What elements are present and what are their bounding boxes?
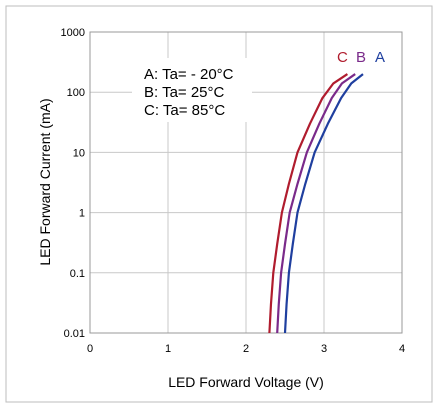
annotation-line-a: A: Ta= - 20°C [144, 66, 234, 83]
legend-label-a: A [375, 49, 385, 66]
x-tick-label: 2 [243, 343, 249, 355]
y-tick-label: 1 [79, 208, 85, 220]
legend-label-c: C [337, 49, 348, 66]
x-tick-label: 3 [321, 343, 327, 355]
y-tick-label: 100 [67, 87, 85, 99]
series-line-b [276, 73, 356, 334]
series-group [268, 73, 364, 334]
y-tick-label: 1000 [61, 27, 85, 39]
series-line-a [283, 73, 364, 334]
y-axis-ticks: 0.01 0.1 1 10 100 1000 [61, 27, 85, 340]
chart-frame [5, 5, 433, 403]
x-tick-label: 1 [165, 343, 171, 355]
annotation-line-b: B: Ta= 25°C [144, 84, 225, 101]
y-tick-label: 0.01 [64, 328, 85, 340]
y-tick-label: 0.1 [70, 268, 85, 280]
x-tick-label: 4 [399, 343, 405, 355]
x-axis-title: LED Forward Voltage (V) [168, 374, 324, 390]
annotation-line-c: C: Ta= 85°C [144, 102, 225, 119]
y-tick-label: 10 [73, 147, 85, 159]
y-axis-title: LED Forward Current (mA) [37, 98, 53, 265]
legend-label-b: B [356, 49, 366, 66]
series-line-c [268, 73, 349, 334]
plot-area [89, 31, 403, 334]
x-tick-label: 0 [87, 343, 93, 355]
x-axis-ticks: 0 1 2 3 4 [87, 343, 405, 355]
annotation-box [132, 58, 252, 122]
